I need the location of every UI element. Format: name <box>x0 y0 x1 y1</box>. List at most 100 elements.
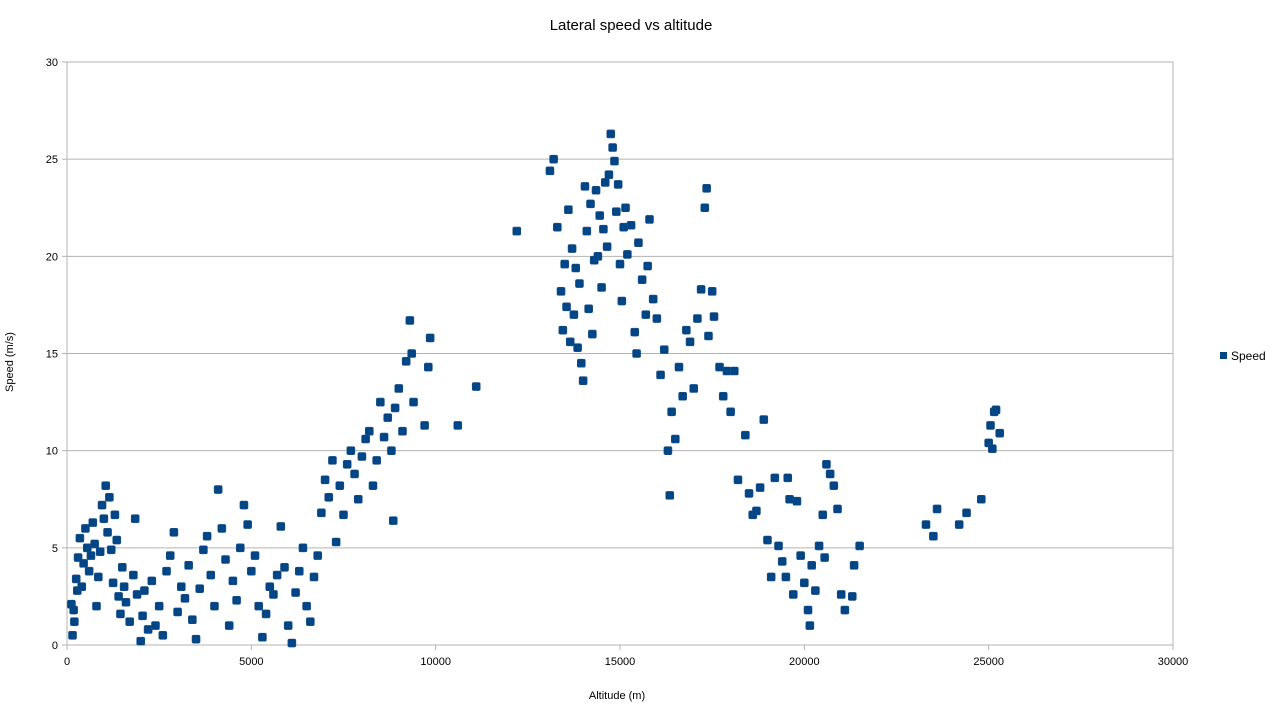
data-point <box>576 358 586 368</box>
x-tick-label: 15000 <box>605 656 636 668</box>
data-point <box>331 537 341 547</box>
data-point <box>962 508 971 518</box>
data-point <box>195 584 205 593</box>
data-point <box>774 541 783 551</box>
data-point <box>693 314 702 323</box>
data-point <box>191 634 201 644</box>
data-point <box>320 475 330 485</box>
y-axis-ticks: 0 5 10 15 20 25 30 <box>46 57 67 652</box>
data-point <box>733 475 743 485</box>
data-point <box>184 561 193 570</box>
data-point <box>383 413 393 422</box>
data-point <box>991 405 1001 415</box>
data-point <box>317 508 326 518</box>
data-point <box>239 500 249 510</box>
data-point <box>265 582 275 592</box>
data-point <box>471 382 481 391</box>
data-point <box>752 506 761 516</box>
data-point <box>328 456 337 465</box>
data-point <box>350 469 359 479</box>
data-point <box>388 516 398 525</box>
data-point <box>652 314 662 323</box>
data-point <box>836 590 846 599</box>
data-point <box>92 601 101 611</box>
data-point <box>313 551 322 560</box>
data-point <box>425 333 435 343</box>
data-point <box>339 510 348 520</box>
data-point <box>595 211 605 220</box>
data-point <box>376 397 385 407</box>
data-point <box>597 283 606 292</box>
data-point <box>608 143 617 152</box>
data-point <box>591 185 601 195</box>
x-tick-label: 10000 <box>420 656 451 668</box>
data-point <box>645 215 654 224</box>
data-point <box>342 459 352 469</box>
data-point <box>114 592 123 601</box>
data-point <box>136 636 146 646</box>
data-point <box>553 222 562 232</box>
data-point <box>781 572 791 582</box>
data-point <box>110 510 120 520</box>
data-point <box>357 452 367 461</box>
data-point <box>71 574 81 584</box>
data-point <box>243 520 252 529</box>
data-point <box>368 481 378 490</box>
data-point <box>929 531 938 541</box>
data-point <box>569 310 579 319</box>
data-point <box>670 434 680 444</box>
data-point <box>976 494 986 504</box>
data-point <box>118 562 127 572</box>
data-point <box>387 446 396 455</box>
x-tick-label: 0 <box>64 656 70 668</box>
data-point <box>584 304 593 314</box>
data-point <box>173 607 182 617</box>
data-point <box>726 407 735 417</box>
data-point <box>800 578 809 588</box>
data-point <box>704 331 713 341</box>
y-tick-label: 30 <box>46 57 58 69</box>
data-point <box>921 520 931 529</box>
data-point <box>659 345 669 354</box>
data-point <box>361 434 370 444</box>
data-point <box>176 582 186 592</box>
data-point <box>820 553 829 562</box>
data-point <box>258 632 267 642</box>
y-tick-label: 20 <box>46 251 58 263</box>
data-point <box>129 570 138 580</box>
data-point <box>119 582 129 592</box>
data-point <box>250 551 260 560</box>
y-tick-label: 5 <box>52 543 58 555</box>
data-point <box>306 617 315 626</box>
data-point <box>302 601 311 611</box>
data-point <box>254 601 264 611</box>
data-point <box>298 543 308 553</box>
data-point <box>70 617 79 626</box>
data-point <box>707 287 717 296</box>
data-point <box>138 611 147 621</box>
data-point <box>766 572 776 582</box>
data-point <box>151 621 160 630</box>
data-point <box>562 302 571 312</box>
data-point <box>988 444 997 454</box>
data-point <box>154 601 164 611</box>
x-tick-label: 5000 <box>239 656 263 668</box>
data-point <box>199 545 208 555</box>
data-point <box>116 609 125 619</box>
data-point <box>709 312 719 321</box>
data-point <box>353 494 363 504</box>
data-point <box>575 279 584 288</box>
data-point <box>600 178 610 187</box>
data-point <box>324 493 334 502</box>
data-point <box>276 522 286 531</box>
data-point <box>637 275 647 284</box>
data-point <box>648 294 658 304</box>
data-point <box>571 263 581 273</box>
data-point <box>689 384 699 393</box>
data-point <box>69 605 78 615</box>
data-point <box>105 493 114 502</box>
data-point <box>599 224 608 234</box>
data-point <box>811 586 820 595</box>
data-point <box>833 504 842 514</box>
data-point <box>847 592 857 601</box>
